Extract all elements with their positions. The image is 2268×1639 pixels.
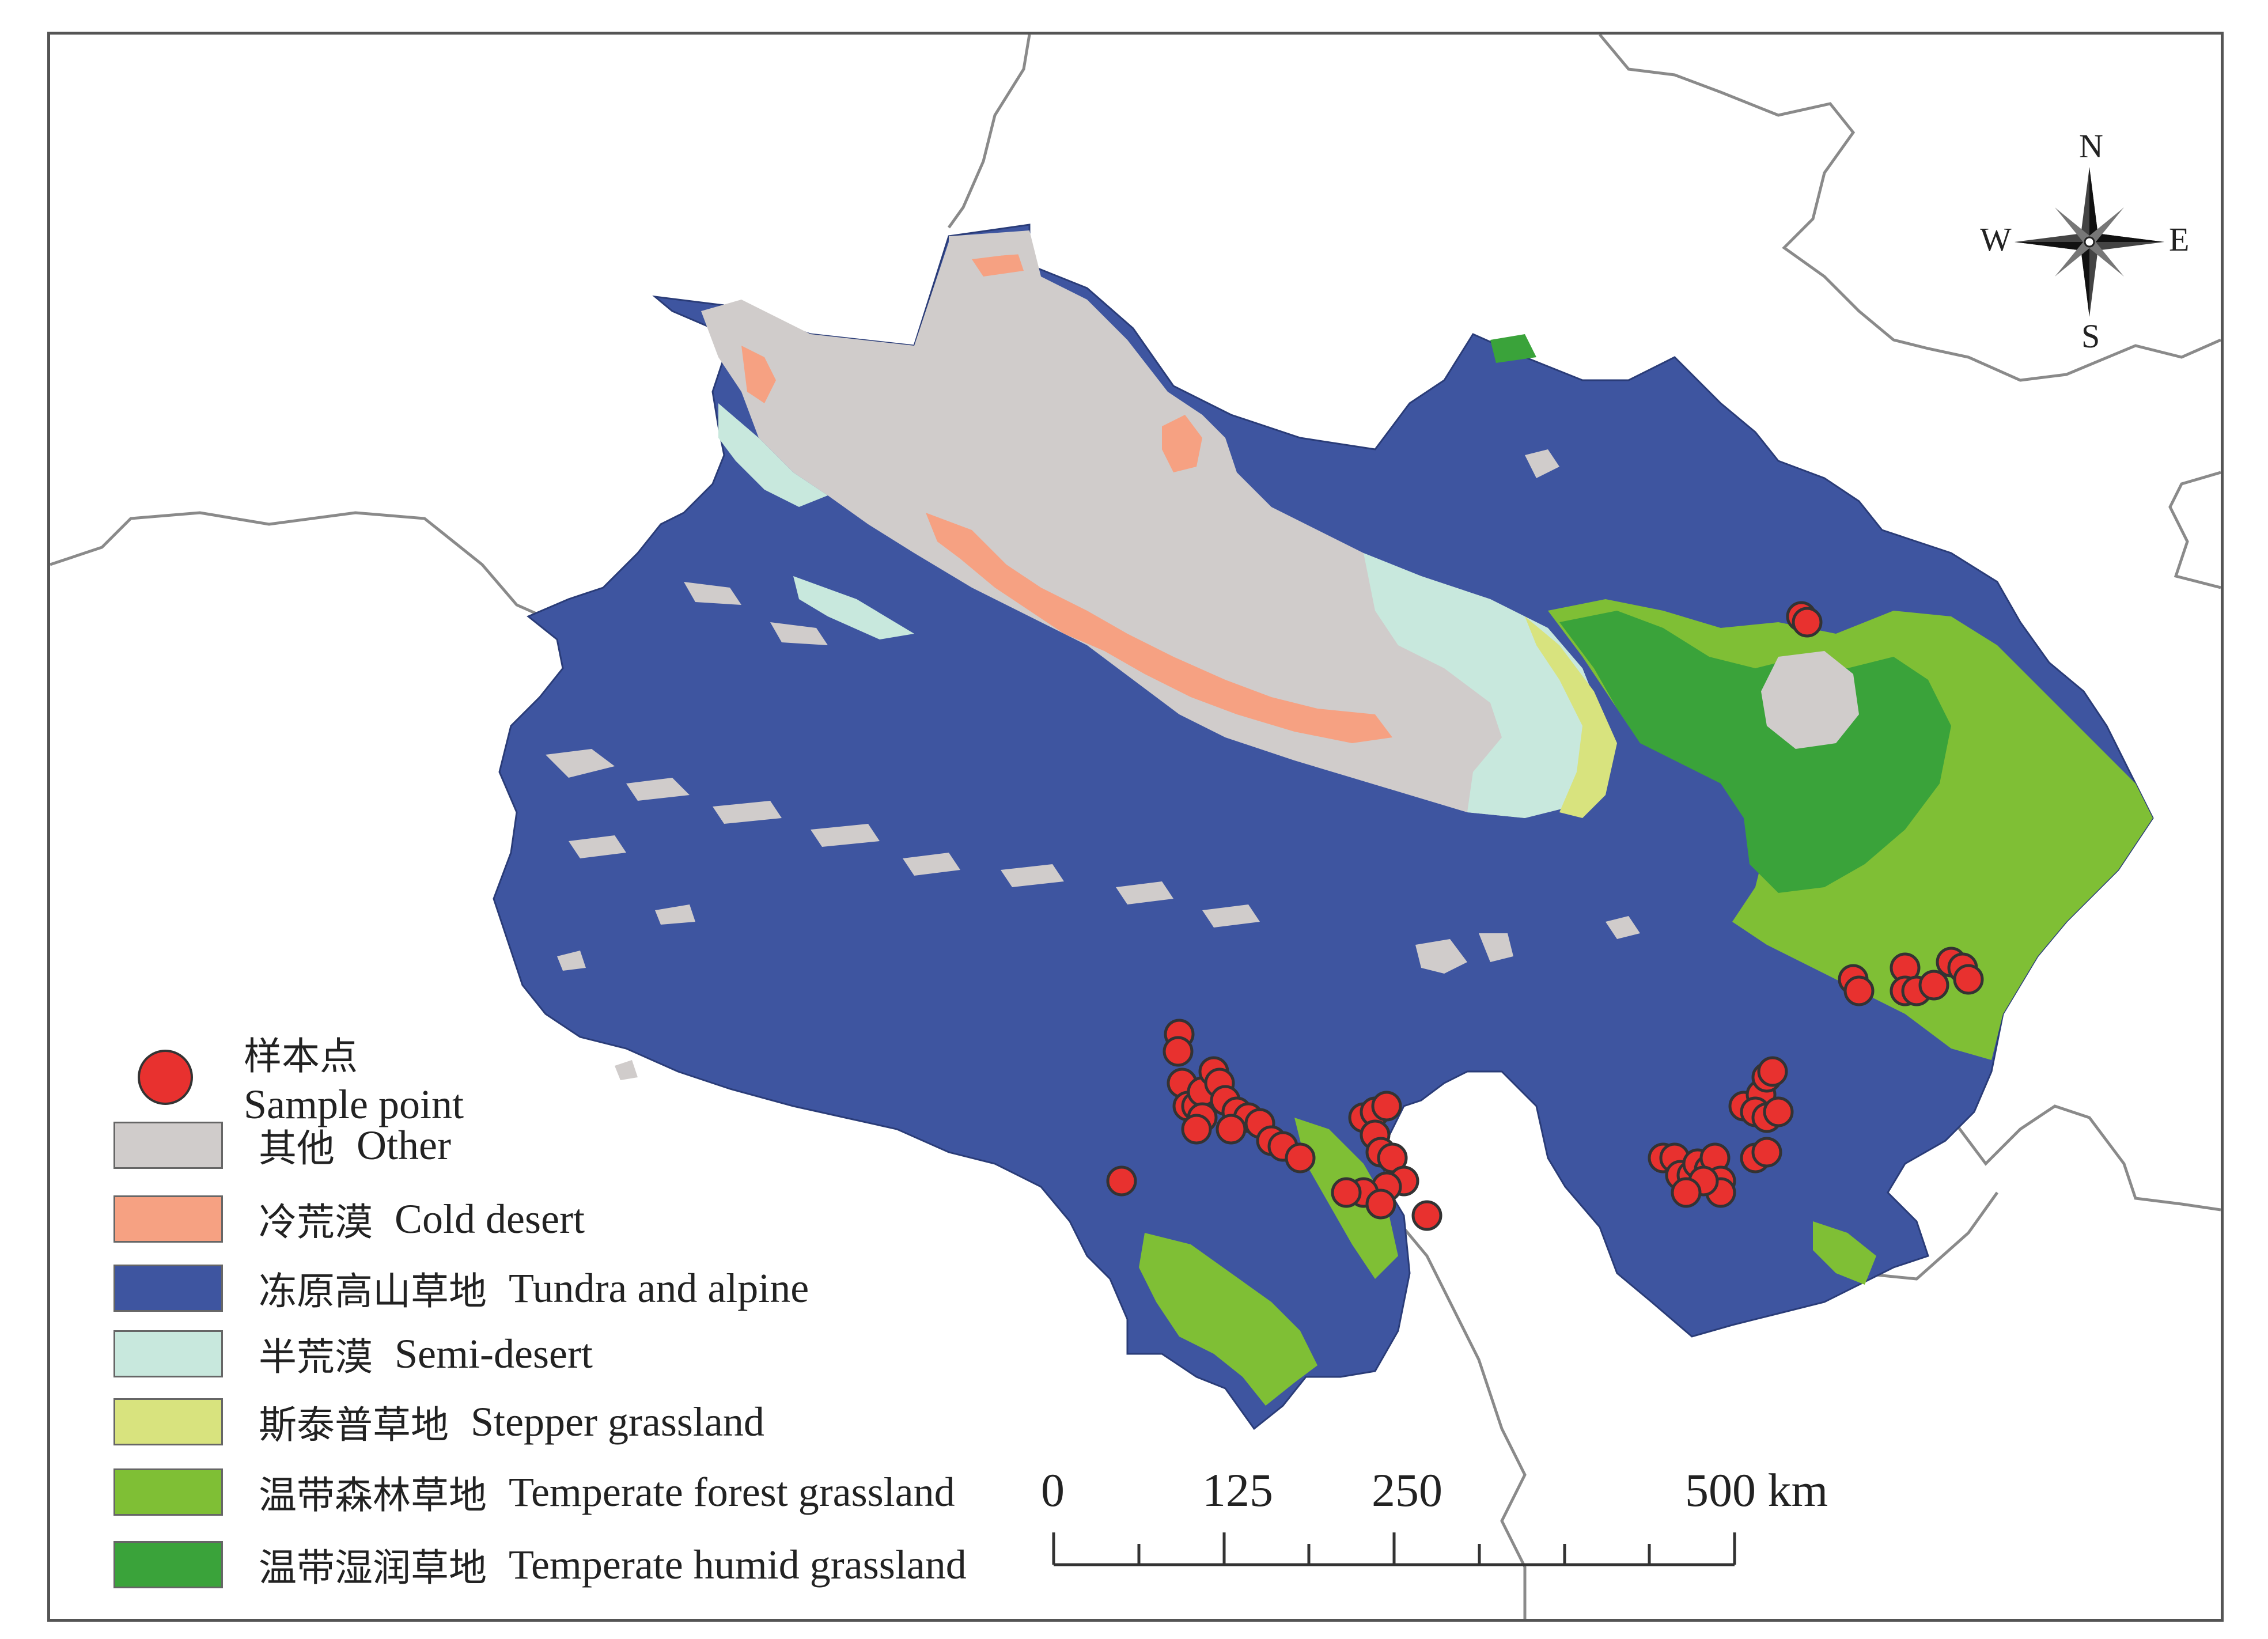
sample-point-marker — [1751, 1137, 1782, 1168]
region-semi-desert-strip — [793, 576, 914, 639]
scale-bar-line — [1052, 1532, 1736, 1566]
legend-label-zh-cold-desert: 冷荒漠 — [259, 1200, 373, 1244]
boundary-line-east — [2168, 471, 2221, 589]
legend-swatch-tundra-alpine — [113, 1265, 223, 1312]
scale-label-500: 500 km — [1685, 1464, 1828, 1516]
legend-item-temperate-forest-grassland: 温带森林草地 Temperate forest grassland — [113, 1464, 955, 1520]
legend-label-en-tundra-alpine: Tundra and alpine — [509, 1265, 809, 1311]
legend-swatch-stepper-grassland — [113, 1398, 223, 1445]
region-other-lake — [1761, 651, 1859, 749]
legend-item-temperate-humid-grassland: 温带湿润草地 Temperate humid grassland — [113, 1537, 967, 1592]
region-other-island-1 — [1415, 939, 1467, 974]
compass-star-icon — [2015, 167, 2164, 317]
legend-swatch-cold-desert — [113, 1195, 223, 1243]
legend-label-zh-stepper-grassland: 斯泰普草地 — [259, 1403, 449, 1447]
legend-label-en-temperate-forest-grassland: Temperate forest grassland — [509, 1468, 955, 1515]
compass-east-label: E — [2169, 221, 2190, 258]
sample-point-marker — [1763, 1096, 1794, 1127]
boundary-line-southeast — [1915, 1099, 2221, 1212]
sample-point-marker — [1843, 975, 1875, 1006]
legend-swatch-temperate-forest-grassland — [113, 1468, 223, 1516]
boundary-line-south — [1345, 1185, 1527, 1619]
legend-item-stepper-grassland: 斯泰普草地 Stepper grassland — [113, 1394, 764, 1449]
region-other-north — [701, 230, 1606, 818]
region-other-island-3 — [1525, 449, 1559, 478]
legend-sample-point-en: Sample point — [244, 1081, 464, 1127]
compass-south-label: S — [2081, 317, 2100, 355]
sample-point-marker — [1792, 607, 1823, 638]
legend-item-tundra-alpine: 冻原高山草地 Tundra and alpine — [113, 1261, 809, 1316]
sample-point-marker — [1163, 1036, 1194, 1067]
legend-label-zh-temperate-forest-grassland: 温带森林草地 — [259, 1473, 487, 1517]
legend-sample-point: 样本点 Sample point — [113, 1025, 464, 1129]
region-temperate-forest-grassland-south — [1139, 1233, 1317, 1406]
boundary-line-south-inner — [1858, 1191, 1999, 1281]
legend-swatch-semi-desert — [113, 1330, 223, 1377]
legend-label-en-semi-desert: Semi-desert — [395, 1330, 593, 1377]
sample-point-marker — [1365, 1188, 1396, 1220]
sample-point-marker — [1671, 1177, 1702, 1208]
region-semi-desert — [1364, 553, 1606, 818]
compass-west-label: W — [1980, 221, 2012, 258]
legend-label-en-temperate-humid-grassland: Temperate humid grassland — [509, 1541, 967, 1588]
scale-label-125: 125 — [1202, 1464, 1273, 1516]
sample-point-marker — [1371, 1091, 1402, 1122]
boundary-line-west — [50, 511, 616, 658]
region-other-island-2 — [1479, 933, 1513, 962]
legend-item-other: 其他 Other — [113, 1118, 451, 1173]
region-temperate-forest-grassland-se — [1813, 1221, 1876, 1285]
region-cold-desert-main — [926, 513, 1392, 743]
sample-point-marker — [1411, 1200, 1442, 1231]
sample-point-marker — [1106, 1165, 1137, 1197]
legend-label-zh-semi-desert: 半荒漠 — [259, 1335, 373, 1379]
province-boundaries — [50, 35, 2221, 1619]
legend-sample-point-zh: 样本点 — [244, 1034, 358, 1078]
sample-point-marker — [1331, 1177, 1362, 1208]
region-stepper-grassland — [1525, 616, 1617, 818]
boundary-line-north — [947, 35, 1031, 229]
region-humid-north-strip — [1490, 334, 1536, 363]
region-cold-desert-north — [1162, 415, 1202, 472]
legend-label-en-cold-desert: Cold desert — [395, 1195, 585, 1242]
compass-north-label: N — [2079, 127, 2103, 165]
legend-item-semi-desert: 半荒漠 Semi-desert — [113, 1326, 593, 1381]
legend-label-zh-tundra-alpine: 冻原高山草地 — [259, 1269, 487, 1314]
scale-label-250: 250 — [1372, 1464, 1442, 1516]
legend-label-en-stepper-grassland: Stepper grassland — [471, 1398, 764, 1445]
legend-item-cold-desert: 冷荒漠 Cold desert — [113, 1191, 585, 1247]
sample-point-marker — [1757, 1056, 1788, 1087]
sample-point-marker — [1953, 964, 1984, 995]
legend-swatch-temperate-humid-grassland — [113, 1541, 223, 1588]
legend-label-en-other: Other — [357, 1122, 451, 1168]
scale-label-0: 0 — [1041, 1464, 1065, 1516]
legend-label-zh-other: 其他 — [259, 1126, 335, 1171]
compass-rose: N S E W — [1980, 127, 2190, 355]
map-frame: N S E W 样本点 Sample point 其他 Other 冷荒漠 Cold … — [47, 32, 2224, 1622]
region-cold-desert-nw — [741, 346, 776, 403]
tundra-scattered-patches — [546, 582, 1640, 1080]
region-other-north-strip — [949, 230, 1029, 259]
boundary-line-northeast — [1599, 35, 2221, 382]
region-semi-desert-west — [718, 403, 828, 507]
sample-point-marker — [1918, 970, 1949, 1001]
scale-bar: 0 125 250 500 km — [1041, 1463, 1828, 1579]
region-cold-desert-top — [972, 253, 1024, 277]
map-legend: 样本点 Sample point 其他 Other 冷荒漠 Cold desert 冻原… — [113, 1025, 1064, 1602]
legend-swatch-other — [113, 1122, 223, 1169]
map-canvas — [50, 35, 2221, 1619]
sample-point-symbol-icon — [138, 1049, 193, 1105]
sample-point-marker — [1285, 1142, 1316, 1174]
sample-point-marker — [1216, 1114, 1247, 1145]
legend-label-zh-temperate-humid-grassland: 温带湿润草地 — [259, 1546, 487, 1590]
sample-points — [1106, 601, 1984, 1231]
sample-point-marker — [1181, 1114, 1212, 1145]
